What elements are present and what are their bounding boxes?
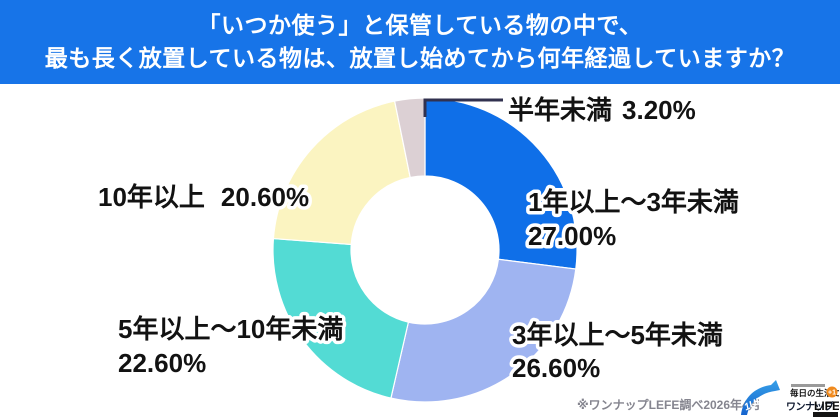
callout-line: [423, 98, 503, 117]
logo-swoosh-text: 1UP: [743, 395, 766, 413]
title-line-2: 最も長く放置している物は、放置し始めてから何年経過していますか？: [44, 45, 796, 71]
label-hannen-miman: 半年未満 3.20%: [508, 95, 696, 125]
logo-plus1-badge: +1: [826, 386, 838, 398]
label-10plus: 10年以上 20.60%: [98, 182, 309, 212]
pie-slice-5[interactable]: [393, 97, 426, 179]
label-3to5-value: 26.60%: [512, 353, 600, 383]
title-banner: 「いつか使う」と保管している物の中で、 最も長く放置している物は、放置し始めてか…: [0, 0, 840, 84]
pie-slices: [272, 97, 578, 403]
label-3to5-name: 3年以上〜5年未満: [512, 320, 723, 350]
label-5to10-name: 5年以上〜10年未満: [118, 314, 343, 344]
pie-slice-4[interactable]: [272, 100, 411, 246]
logo-swoosh-icon: 1UP: [741, 380, 780, 415]
pie-slice-2[interactable]: [390, 258, 577, 403]
logo-tagline: 毎日の生活に: [790, 388, 839, 398]
source-note: ※ワンナップLEFE調べ2026年4月: [577, 398, 761, 412]
logo-microtext-bottom: [813, 412, 838, 417]
label-1to3-name: 1年以上〜3年未満: [528, 187, 739, 217]
label-1to3-value: 27.00%: [528, 221, 616, 251]
pie-slice-1[interactable]: [424, 97, 578, 270]
logo-badge-text: +1: [828, 390, 836, 397]
label-5to10-value: 22.60%: [118, 348, 206, 378]
brand-logo: 1UP 毎日の生活に +1 ワンナップ LIFE: [735, 378, 839, 420]
pie-slice-3[interactable]: [272, 237, 410, 399]
logo-brand-jp: ワンナップ: [786, 400, 835, 413]
title-line-1: 「いつか使う」と保管している物の中で、: [197, 12, 643, 38]
logo-microtext-top: [791, 384, 825, 387]
logo-brand-en: LIFE: [814, 399, 839, 413]
